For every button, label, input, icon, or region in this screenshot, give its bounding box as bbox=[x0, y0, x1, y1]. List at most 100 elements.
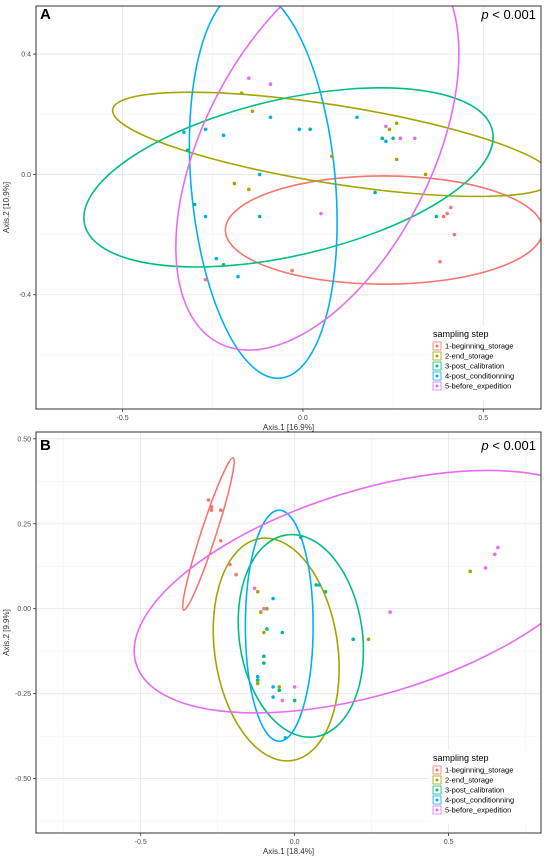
point-1-beginning_storage bbox=[452, 232, 457, 237]
point-5-before_expedition bbox=[388, 610, 392, 614]
panel-border bbox=[35, 431, 542, 834]
point-1-beginning_storage bbox=[228, 562, 232, 567]
point-1-beginning_storage bbox=[209, 508, 214, 512]
point-4-post_conditionning bbox=[384, 139, 388, 144]
point-5-before_expedition bbox=[398, 136, 403, 141]
point-3-post_calibration bbox=[323, 589, 328, 594]
legend-key-dot bbox=[435, 344, 439, 348]
point-5-before_expedition bbox=[262, 606, 266, 611]
point-5-before_expedition bbox=[496, 545, 500, 550]
point-4-post_conditionning bbox=[271, 695, 275, 699]
y-tick-label: 0.25 bbox=[17, 521, 31, 528]
point-2-end_storage bbox=[394, 157, 399, 162]
y-tick-label: 0.0 bbox=[21, 172, 31, 179]
point-4-post_conditionning bbox=[268, 115, 273, 120]
point-5-before_expedition bbox=[268, 82, 273, 86]
legend: sampling step 1-beginning_storage2-end_st… bbox=[429, 326, 539, 400]
point-1-beginning_storage bbox=[218, 508, 223, 512]
legend-key-dot bbox=[435, 788, 439, 792]
legend-label: 2-end_storage bbox=[445, 776, 493, 785]
point-3-post_calibration bbox=[314, 583, 319, 587]
point-3-post_calibration bbox=[373, 190, 377, 195]
point-2-end_storage bbox=[265, 606, 269, 611]
point-3-post_calibration bbox=[391, 136, 395, 141]
x-tick-label: 0.5 bbox=[478, 415, 488, 422]
point-3-post_calibration bbox=[221, 262, 226, 267]
point-1-beginning_storage bbox=[438, 259, 442, 264]
ellipse-1-beginning_storage bbox=[224, 175, 541, 285]
legend: sampling step 1-beginning_storage2-end_st… bbox=[429, 750, 539, 824]
legend-key-dot bbox=[435, 384, 439, 388]
legend-key-dot bbox=[435, 798, 439, 802]
y-tick-label: 0.50 bbox=[17, 436, 31, 443]
point-4-post_conditionning bbox=[214, 256, 219, 261]
point-3-post_calibration bbox=[280, 630, 285, 635]
point-4-post_conditionning bbox=[221, 133, 226, 138]
point-3-post_calibration bbox=[277, 688, 282, 693]
point-1-beginning_storage bbox=[445, 211, 450, 216]
legend-label: 5-before_expedition bbox=[445, 382, 511, 391]
x-tick-label: 0.0 bbox=[298, 415, 308, 422]
point-2-end_storage bbox=[329, 154, 334, 159]
point-2-end_storage bbox=[255, 589, 260, 594]
point-2-end_storage bbox=[258, 610, 263, 614]
x-tick-label: 0.0 bbox=[290, 839, 300, 846]
point-3-post_calibration bbox=[292, 698, 297, 703]
x-axis-title: Axis.1 [18.4%] bbox=[263, 847, 314, 856]
point-3-post_calibration bbox=[265, 627, 269, 631]
x-tick-label: -0.5 bbox=[117, 415, 129, 422]
panel-label: B bbox=[40, 437, 51, 454]
x-tick-label: 0.5 bbox=[444, 839, 454, 846]
point-5-before_expedition bbox=[483, 566, 488, 570]
point-2-end_storage bbox=[255, 681, 260, 686]
point-3-post_calibration bbox=[192, 202, 197, 207]
y-tick-label: -0.4 bbox=[19, 292, 31, 299]
ellipse-2-end_storage bbox=[111, 91, 541, 198]
point-5-before_expedition bbox=[247, 76, 251, 80]
point-3-post_calibration bbox=[262, 661, 266, 665]
point-1-beginning_storage bbox=[441, 214, 446, 219]
ellipse-5-before_expedition bbox=[175, 6, 460, 351]
point-1-beginning_storage bbox=[234, 572, 238, 577]
legend-key-dot bbox=[435, 808, 439, 812]
legend-label: 1-beginning_storage bbox=[445, 766, 513, 775]
point-4-post_conditionning bbox=[283, 736, 288, 740]
y-axis-title: Axis.2 [9.9%] bbox=[2, 609, 11, 656]
point-2-end_storage bbox=[468, 569, 472, 574]
point-4-post_conditionning bbox=[203, 127, 208, 132]
y-axis-title: Axis.2 [10.9%] bbox=[2, 182, 11, 233]
panel-border bbox=[35, 5, 542, 410]
point-1-beginning_storage bbox=[203, 277, 208, 282]
p-value-italic: p bbox=[480, 7, 488, 22]
point-1-beginning_storage bbox=[209, 504, 214, 509]
point-3-post_calibration bbox=[308, 127, 312, 132]
point-5-before_expedition bbox=[384, 124, 388, 129]
legend-title: sampling step bbox=[433, 753, 489, 763]
p-value-annotation: p < 0.001 bbox=[480, 7, 536, 22]
point-1-beginning_storage bbox=[218, 538, 223, 543]
ellipse-2-end_storage bbox=[212, 537, 340, 762]
point-5-before_expedition bbox=[412, 136, 417, 141]
point-4-post_conditionning bbox=[257, 172, 262, 177]
point-5-before_expedition bbox=[319, 211, 323, 216]
point-2-end_storage bbox=[262, 630, 266, 635]
x-tick-label: -0.5 bbox=[135, 839, 147, 846]
point-4-post_conditionning bbox=[255, 674, 260, 679]
confidence-ellipses bbox=[133, 456, 541, 762]
y-tick-label: -0.50 bbox=[15, 776, 31, 783]
point-4-post_conditionning bbox=[271, 685, 275, 689]
ellipse-4-post_conditionning bbox=[244, 509, 314, 743]
panel-label: A bbox=[40, 6, 51, 23]
point-2-end_storage bbox=[232, 181, 237, 186]
point-3-post_calibration bbox=[255, 678, 260, 682]
legend-key-dot bbox=[435, 374, 439, 378]
point-1-beginning_storage bbox=[449, 205, 453, 210]
point-5-before_expedition bbox=[493, 552, 497, 557]
ellipse-5-before_expedition bbox=[133, 469, 541, 714]
point-4-post_conditionning bbox=[317, 583, 322, 587]
y-tick-label: 0.4 bbox=[21, 52, 31, 59]
p-value-italic: p bbox=[480, 438, 488, 453]
point-3-post_calibration bbox=[434, 214, 439, 219]
